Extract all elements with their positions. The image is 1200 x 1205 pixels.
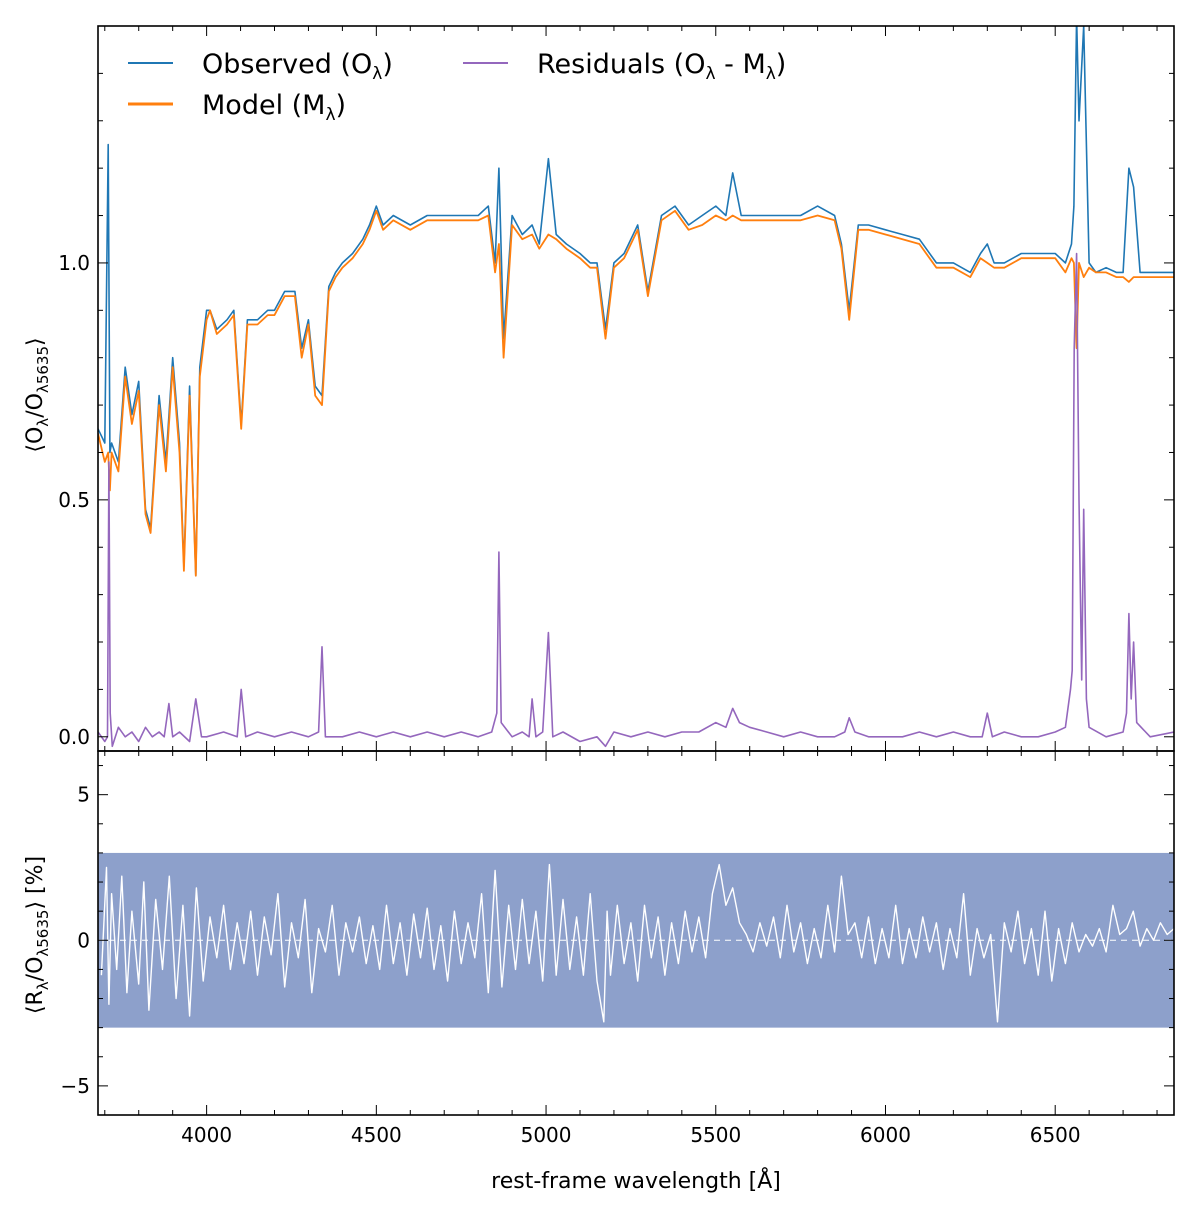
residuals-line — [98, 252, 1174, 748]
legend-label-residuals: Residuals (Oλ - Mλ) — [537, 49, 786, 84]
x-tick-label: 4000 — [181, 1123, 232, 1147]
x-tick-label: 4500 — [351, 1123, 402, 1147]
legend: Observed (Oλ) Model (Mλ) Residuals (Oλ -… — [128, 49, 786, 125]
legend-item-model: Model (Mλ) — [128, 90, 346, 125]
bottom-y-tick-label: −5 — [61, 1074, 90, 1098]
legend-item-residuals: Residuals (Oλ - Mλ) — [463, 49, 786, 84]
bottom-y-tick-label: 0 — [77, 928, 90, 952]
legend-item-observed: Observed (Oλ) — [128, 49, 393, 84]
x-tick-label: 6500 — [1030, 1123, 1081, 1147]
legend-label-model: Model (Mλ) — [202, 90, 346, 125]
x-tick-label: 5000 — [521, 1123, 572, 1147]
top-panel-frame — [97, 25, 1175, 752]
top-y-tick-label: 0.0 — [58, 725, 90, 749]
relative-residuals-line — [100, 863, 1174, 1023]
model-spectrum-line — [98, 209, 1174, 577]
top-y-tick-label: 1.0 — [58, 251, 90, 275]
bottom-y-tick-label: 5 — [77, 783, 90, 807]
legend-label-observed: Observed (Oλ) — [202, 49, 393, 84]
x-axis-label: rest-frame wavelength [Å] — [491, 1167, 781, 1194]
observed-spectrum-line — [98, 26, 1174, 577]
x-tick-label: 6000 — [860, 1123, 911, 1147]
top-y-axis-label: ⟨Oλ/Oλ5635⟩ — [23, 337, 52, 452]
bottom-y-axis-label: ⟨Rλ/Oλ5635⟩ [%] — [23, 856, 52, 1014]
top-y-tick-label: 0.5 — [58, 488, 90, 512]
bottom-panel-frame — [97, 750, 1175, 1116]
x-tick-label: 5500 — [690, 1123, 741, 1147]
